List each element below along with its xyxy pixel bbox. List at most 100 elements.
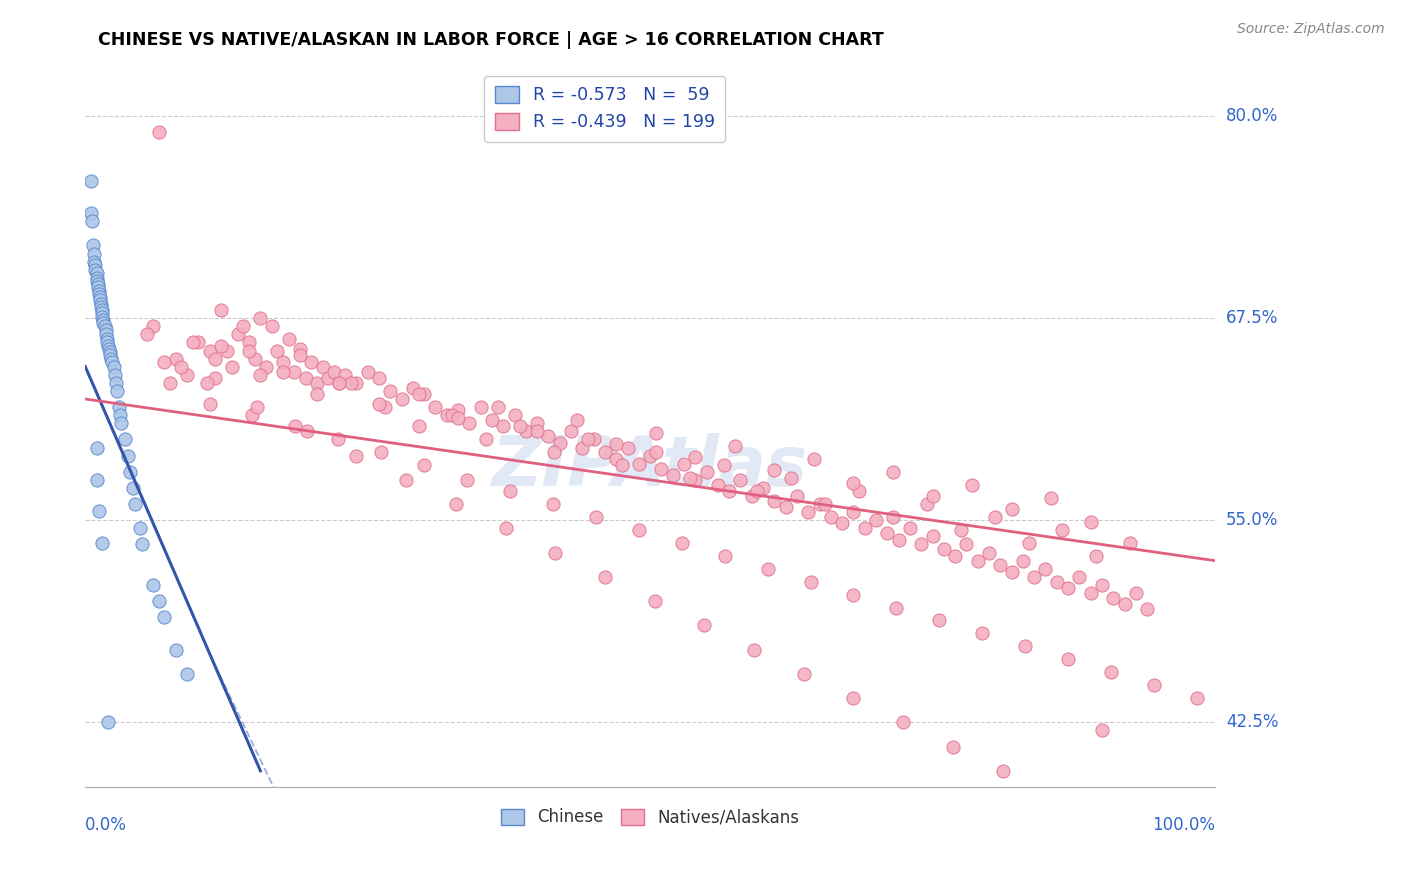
Point (1057, 581, 1080, 595)
Point (316, 371, 339, 385)
Point (543, 445, 565, 459)
Point (266, 343, 288, 358)
Point (627, 523, 650, 537)
Point (537, 429, 560, 443)
Point (176, 368, 198, 382)
Point (983, 510, 1005, 524)
Point (117, 449, 139, 463)
Point (260, 319, 283, 334)
Point (131, 537, 153, 551)
Point (93, 313, 115, 327)
Point (1069, 570, 1091, 584)
Point (991, 764, 1014, 778)
Point (780, 471, 803, 485)
Point (305, 376, 328, 390)
Point (475, 433, 498, 447)
Point (104, 368, 127, 382)
Point (357, 365, 380, 379)
Point (582, 433, 605, 447)
Point (91, 310, 114, 324)
Point (571, 441, 593, 455)
Point (685, 473, 707, 487)
Text: 55.0%: 55.0% (1226, 511, 1278, 529)
Point (560, 425, 582, 439)
Point (752, 481, 775, 495)
Point (1000, 502, 1022, 516)
Point (470, 400, 492, 414)
Point (565, 413, 588, 427)
Point (1080, 515, 1102, 529)
Point (328, 376, 350, 390)
Point (96, 332, 118, 346)
Point (114, 433, 136, 447)
Point (541, 497, 564, 511)
Point (1143, 678, 1166, 692)
Point (344, 449, 367, 463)
Point (616, 441, 638, 455)
Point (413, 458, 436, 473)
Point (299, 355, 322, 369)
Point (98, 345, 121, 359)
Point (1046, 574, 1069, 589)
Point (486, 400, 509, 414)
Point (374, 400, 396, 414)
Point (209, 303, 232, 318)
Point (921, 529, 943, 543)
Point (333, 368, 356, 382)
Point (803, 451, 825, 466)
Point (942, 739, 965, 754)
Point (311, 359, 333, 374)
Point (915, 497, 938, 511)
Text: Source: ZipAtlas.com: Source: ZipAtlas.com (1237, 22, 1385, 37)
Point (176, 666, 198, 681)
Point (763, 493, 786, 508)
Point (960, 477, 983, 491)
Point (678, 471, 700, 485)
Point (1119, 536, 1142, 550)
Point (928, 614, 950, 628)
Point (576, 433, 599, 447)
Point (1185, 691, 1208, 706)
Point (121, 481, 143, 495)
Point (402, 381, 425, 395)
Point (136, 327, 159, 342)
Point (198, 343, 221, 358)
Point (1125, 586, 1147, 600)
Text: 67.5%: 67.5% (1226, 310, 1278, 327)
Point (853, 521, 876, 535)
Point (380, 384, 402, 398)
Point (644, 445, 666, 459)
Point (108, 400, 131, 414)
Point (808, 497, 831, 511)
Point (756, 562, 779, 576)
Point (972, 626, 994, 640)
Point (876, 526, 898, 541)
Point (83, 246, 105, 260)
Point (458, 417, 481, 431)
Point (943, 549, 966, 563)
Point (395, 473, 418, 487)
Point (707, 477, 730, 491)
Point (848, 484, 870, 499)
Point (165, 351, 187, 366)
Point (447, 403, 470, 417)
Point (1014, 640, 1036, 654)
Point (693, 618, 716, 632)
Point (153, 610, 176, 624)
Point (344, 376, 367, 390)
Point (204, 371, 226, 385)
Point (98, 348, 121, 362)
Point (283, 365, 305, 379)
Point (84, 262, 107, 277)
Point (110, 417, 132, 431)
Point (82, 238, 104, 252)
Point (80, 206, 103, 220)
Point (153, 355, 176, 369)
Point (165, 642, 187, 657)
Point (94, 322, 117, 336)
Point (955, 537, 977, 551)
Point (408, 387, 430, 401)
Point (277, 332, 299, 346)
Point (456, 473, 478, 487)
Point (93, 319, 115, 334)
